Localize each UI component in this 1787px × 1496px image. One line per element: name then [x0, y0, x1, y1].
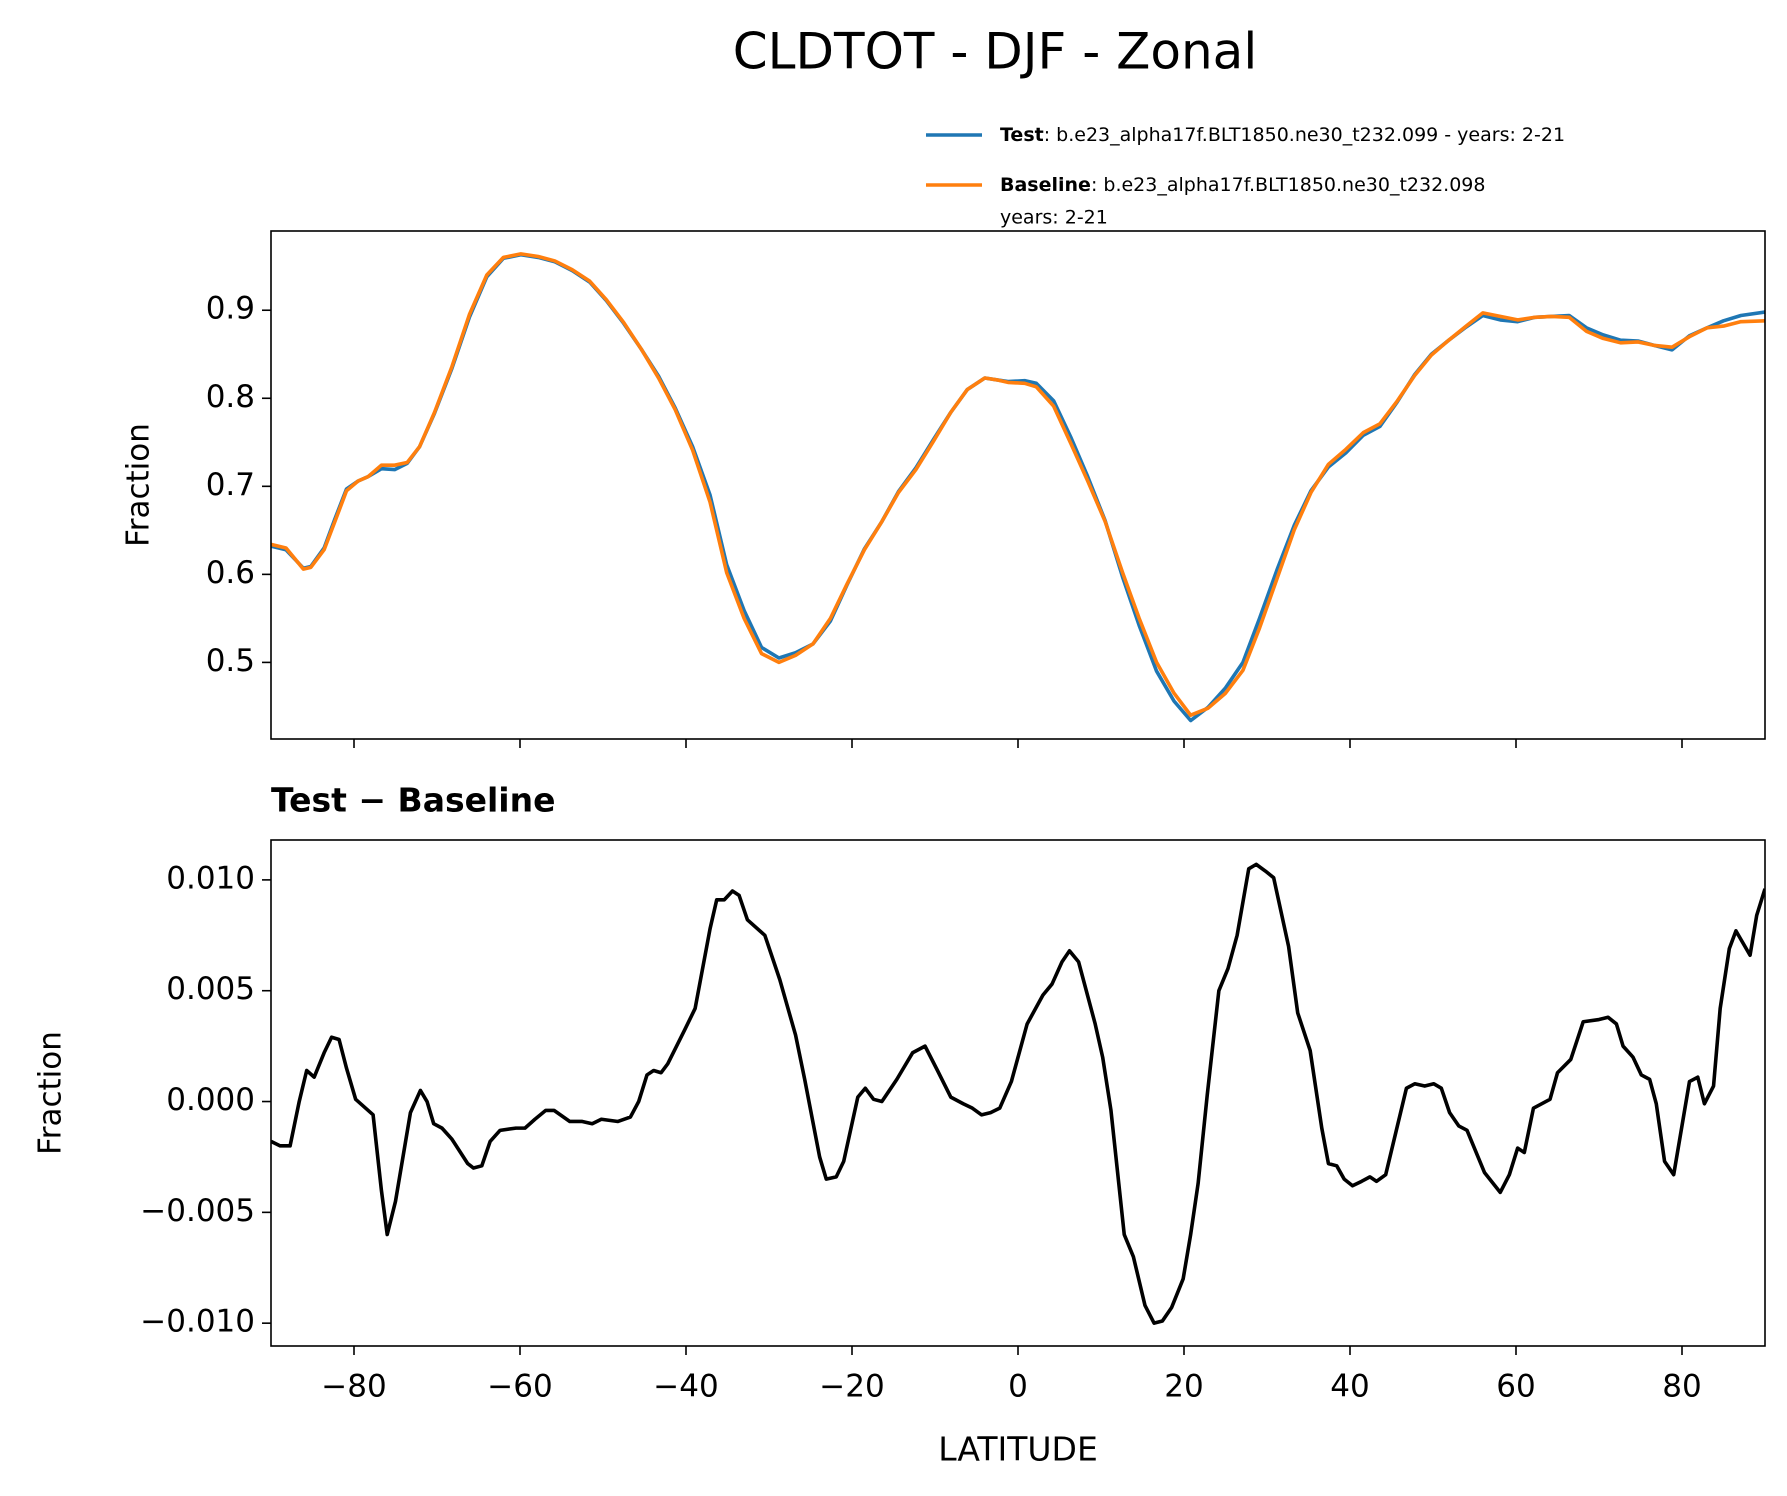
x-tick-label: −20: [819, 1369, 884, 1405]
y-tick-label: −0.005: [140, 1193, 255, 1229]
y-tick-label: 0.6: [206, 555, 255, 591]
legend-description: : b.e23_alpha17f.BLT1850.ne30_t232.099 -…: [1044, 124, 1565, 146]
y-tick-label: 0.005: [166, 971, 255, 1007]
axes-frame: [270, 839, 1766, 1347]
legend-name: Test: [1000, 124, 1044, 146]
x-tick-label: 0: [1008, 1369, 1028, 1405]
x-tick-label: −80: [321, 1369, 386, 1405]
x-axis-label: LATITUDE: [938, 1430, 1098, 1469]
data-line: [271, 252, 1765, 718]
data-line: [271, 862, 1765, 1325]
axes-frame: [270, 230, 1766, 740]
x-tick-label: −60: [487, 1369, 552, 1405]
y-tick-label: 0.9: [206, 291, 255, 327]
x-tick-label: 60: [1496, 1369, 1535, 1405]
y-axis-label: Fraction: [33, 1031, 69, 1155]
x-tick-label: 40: [1330, 1369, 1369, 1405]
y-tick-label: 0.5: [206, 643, 255, 679]
y-tick-label: 0.010: [166, 860, 255, 896]
legend-description: years: 2-21: [1000, 207, 1108, 229]
legend-name: Baseline: [1000, 174, 1091, 196]
y-tick-label: −0.010: [140, 1304, 255, 1340]
y-tick-label: 0.7: [206, 467, 255, 503]
chart-title: CLDTOT - DJF - Zonal: [733, 23, 1257, 81]
x-tick-label: 20: [1164, 1369, 1203, 1405]
legend-label: Test: b.e23_alpha17f.BLT1850.ne30_t232.0…: [1000, 124, 1565, 146]
y-axis-label: Fraction: [121, 423, 157, 547]
y-tick-label: 0.000: [166, 1082, 255, 1118]
y-tick-label: 0.8: [206, 379, 255, 415]
legend-label: Baseline: b.e23_alpha17f.BLT1850.ne30_t2…: [1000, 174, 1485, 196]
x-tick-label: 80: [1662, 1369, 1701, 1405]
chart-title: Test − Baseline: [271, 781, 556, 820]
legend-description: : b.e23_alpha17f.BLT1850.ne30_t232.098: [1091, 174, 1486, 196]
x-tick-label: −40: [653, 1369, 718, 1405]
